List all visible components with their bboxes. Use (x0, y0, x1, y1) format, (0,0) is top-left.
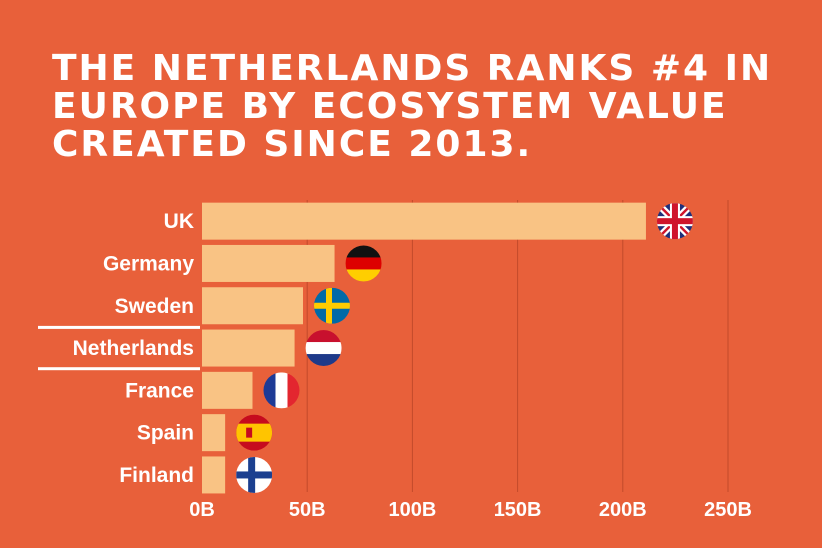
bar-spain (202, 414, 226, 452)
highlight-rule-bottom (38, 367, 200, 371)
x-tick-label: 250B (704, 499, 752, 521)
flag-stripe (287, 372, 300, 409)
highlight-rule-top (38, 325, 200, 329)
x-tick-label: 200B (599, 499, 647, 521)
bar-uk (202, 202, 646, 240)
uk-flag-icon (656, 203, 693, 240)
category-label: Germany (103, 252, 194, 275)
x-tick-label: 150B (494, 499, 542, 521)
flag-stripe (345, 245, 382, 259)
flag-body (236, 456, 273, 493)
x-tick-label: 0B (189, 499, 215, 521)
flag-stripe (313, 302, 350, 309)
bar-germany (202, 244, 335, 282)
flag-stripe (305, 354, 342, 367)
flag-body (345, 245, 382, 282)
france-flag-icon (263, 372, 300, 409)
flag-body (236, 414, 273, 451)
sweden-flag-icon (313, 287, 350, 324)
flag-emblem (246, 427, 253, 438)
flag-stripe (236, 471, 273, 479)
bar-sweden (202, 287, 303, 325)
flag-stripe (345, 269, 382, 282)
chart-title: THE NETHERLANDS RANKS #4 IN EUROPE BY EC… (52, 48, 773, 165)
title-line-3: CREATED SINCE 2013. (52, 124, 533, 165)
category-label: France (125, 379, 194, 402)
title-line-1: THE NETHERLANDS RANKS #4 IN (52, 48, 773, 89)
bar-france (202, 371, 253, 409)
flag-body (305, 330, 342, 367)
flag-body (313, 287, 350, 324)
bar-finland (202, 456, 226, 494)
category-label: Netherlands (73, 337, 194, 360)
title-line-2: EUROPE BY ECOSYSTEM VALUE (52, 86, 728, 127)
category-label: UK (164, 210, 194, 233)
flag-body (263, 372, 300, 409)
germany-flag-icon (345, 245, 382, 282)
flag-stripe (656, 218, 693, 225)
spain-flag-icon (236, 414, 273, 451)
finland-flag-icon (236, 456, 273, 493)
flag-stripe (305, 342, 342, 356)
category-label: Sweden (115, 295, 194, 318)
flag-stripe (263, 372, 277, 409)
flag-stripe (305, 330, 342, 344)
category-label: Finland (119, 464, 194, 487)
flag-stripe (275, 372, 289, 409)
x-tick-label: 100B (388, 499, 436, 521)
bar-netherlands (202, 329, 295, 367)
flag-body (656, 203, 693, 240)
netherlands-flag-icon (305, 330, 342, 367)
category-label: Spain (137, 422, 194, 445)
flag-stripe (345, 257, 382, 271)
x-tick-label: 50B (289, 499, 326, 521)
flag-stripe (236, 423, 273, 442)
